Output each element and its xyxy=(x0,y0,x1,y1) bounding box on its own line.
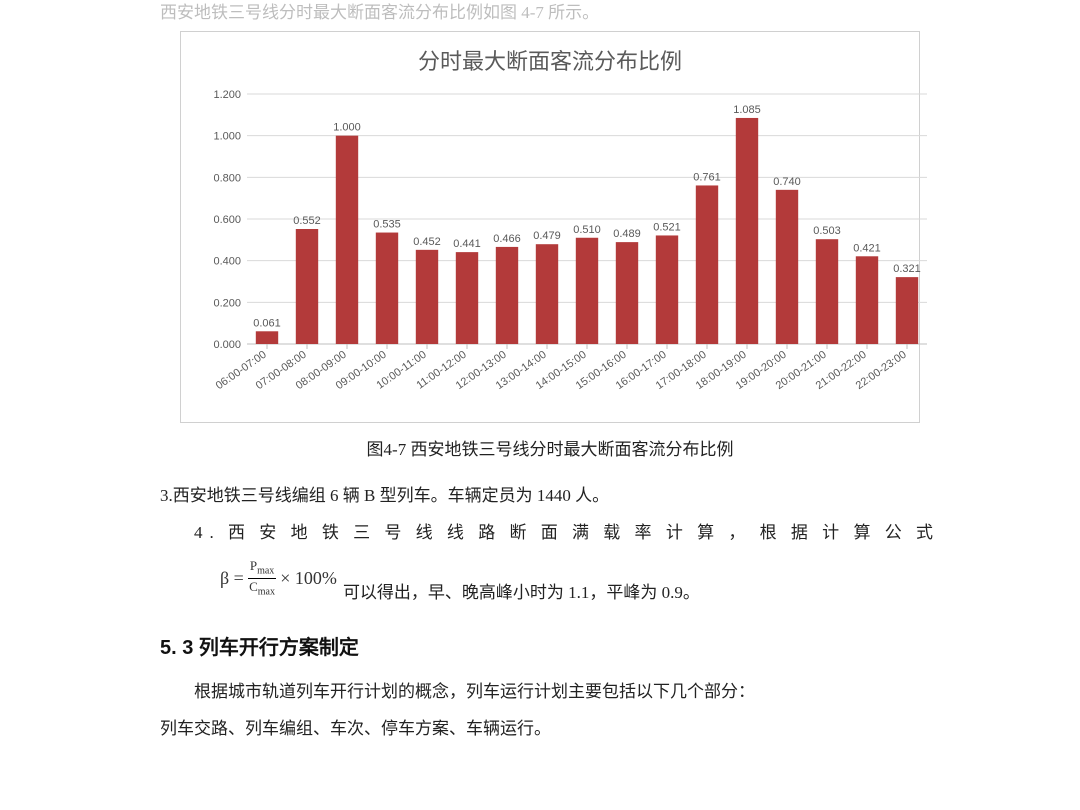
svg-text:0.466: 0.466 xyxy=(493,233,521,245)
svg-text:0.452: 0.452 xyxy=(413,236,441,248)
figure-caption: 图4-7 西安地铁三号线分时最大断面客流分布比例 xyxy=(160,435,940,460)
svg-text:0.503: 0.503 xyxy=(813,225,841,237)
bar-chart: 0.000 0.200 0.400 0.600 0.800 1.000 1.200 0.061… xyxy=(195,84,935,414)
chart-title: 分时最大断面客流分布比例 xyxy=(195,44,905,76)
section-heading-5-3: 5. 3 列车开行方案制定 xyxy=(160,631,940,660)
svg-text:0.510: 0.510 xyxy=(573,224,601,236)
formula-followup: 可以得出，早、晚高峰小时为 1.1，平峰为 0.9。 xyxy=(343,578,700,603)
svg-text:0.740: 0.740 xyxy=(773,176,801,188)
formula-row: β = Pmax Cmax × 100% 可以得出，早、晚高峰小时为 1.1，平… xyxy=(220,565,940,603)
svg-text:0.489: 0.489 xyxy=(613,228,641,240)
svg-text:0.000: 0.000 xyxy=(213,339,241,351)
svg-text:1.085: 1.085 xyxy=(733,104,761,116)
svg-text:1.000: 1.000 xyxy=(333,122,361,134)
svg-text:1.200: 1.200 xyxy=(213,89,241,101)
paragraph-5: 根据城市轨道列车开行计划的概念，列车运行计划主要包括以下几个部分： xyxy=(160,674,940,711)
formula: β = Pmax Cmax × 100% xyxy=(220,559,337,597)
chart-container: 分时最大断面客流分布比例 0.000 0.200 0.400 0.600 0.800 1.… xyxy=(180,31,920,423)
svg-text:0.321: 0.321 xyxy=(893,263,921,275)
svg-text:1.000: 1.000 xyxy=(213,131,241,143)
svg-text:0.600: 0.600 xyxy=(213,214,241,226)
svg-text:0.521: 0.521 xyxy=(653,221,681,233)
paragraph-4: 4.西安地铁三号线线路断面满载率计算，根据计算公式 xyxy=(160,515,940,552)
svg-text:0.061: 0.061 xyxy=(253,317,281,329)
intro-line: 西安地铁三号线分时最大断面客流分布比例如图 4-7 所示。 xyxy=(160,0,940,23)
svg-text:0.479: 0.479 xyxy=(533,230,561,242)
paragraph-6: 列车交路、列车编组、车次、停车方案、车辆运行。 xyxy=(160,711,940,748)
svg-text:0.400: 0.400 xyxy=(213,256,241,268)
svg-text:0.761: 0.761 xyxy=(693,171,721,183)
svg-text:0.421: 0.421 xyxy=(853,242,881,254)
svg-text:0.800: 0.800 xyxy=(213,172,241,184)
svg-text:0.441: 0.441 xyxy=(453,238,481,250)
svg-text:0.535: 0.535 xyxy=(373,219,401,231)
svg-text:0.552: 0.552 xyxy=(293,215,321,227)
paragraph-3: 3.西安地铁三号线编组 6 辆 B 型列车。车辆定员为 1440 人。 xyxy=(160,478,940,515)
svg-text:0.200: 0.200 xyxy=(213,297,241,309)
